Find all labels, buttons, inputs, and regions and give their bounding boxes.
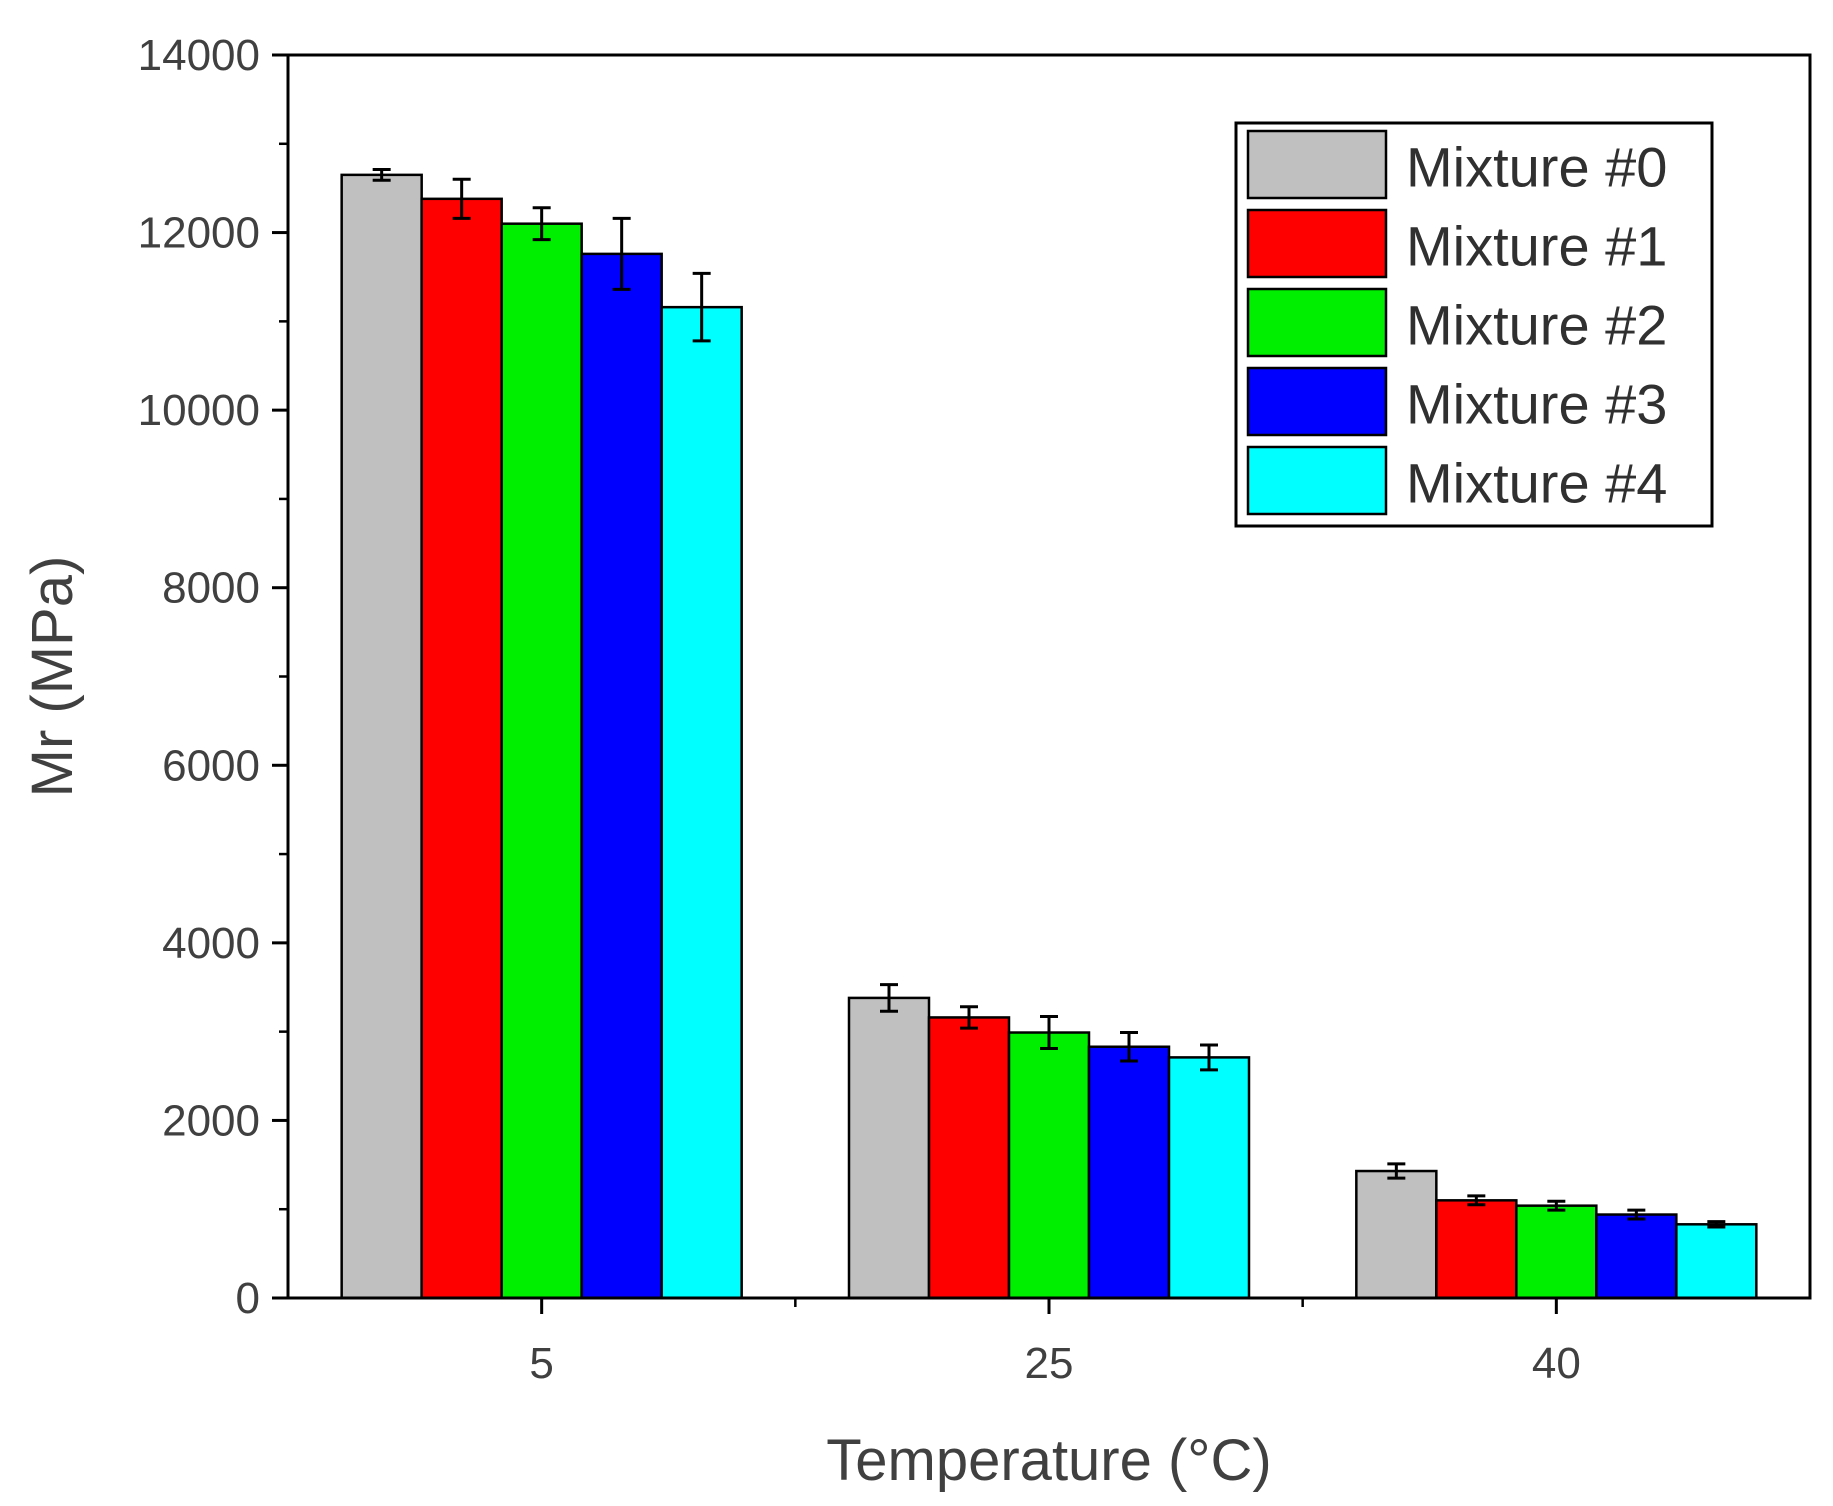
y-tick-label: 12000 <box>138 209 260 258</box>
bar <box>927 1016 1011 1300</box>
bar <box>420 197 503 1300</box>
bar <box>340 173 423 1300</box>
legend-label: Mixture #2 <box>1406 294 1667 357</box>
legend: Mixture #0 Mixture #1 Mixture #2 Mixture #3… <box>1234 121 1714 528</box>
legend-label: Mixture #3 <box>1406 373 1667 436</box>
y-tick-label: 0 <box>236 1274 260 1323</box>
bar <box>580 252 663 1300</box>
bar <box>1167 1056 1251 1300</box>
y-axis-title: Mr (MPa) <box>20 556 85 798</box>
y-axis: 0 2000 4000 6000 8000 10000 12000 14000 <box>138 31 288 1323</box>
x-tick-label: 25 <box>1025 1339 1074 1388</box>
bar <box>1675 1223 1758 1300</box>
bar <box>847 996 931 1300</box>
error-bars-layer <box>372 168 1726 1229</box>
y-tick-label: 14000 <box>138 31 260 80</box>
y-tick-label: 8000 <box>162 564 260 613</box>
y-tick-label: 10000 <box>138 386 260 435</box>
y-tick-label: 4000 <box>162 919 260 968</box>
x-axis: 5 25 40 <box>529 1298 1581 1388</box>
legend-swatch <box>1246 287 1388 358</box>
legend-swatch <box>1246 366 1388 437</box>
bar <box>1087 1045 1171 1300</box>
legend-swatch <box>1246 445 1388 516</box>
bar <box>1007 1031 1091 1300</box>
legend-swatch <box>1246 208 1388 279</box>
x-tick-label: 40 <box>1532 1339 1581 1388</box>
legend-swatch <box>1246 129 1388 200</box>
legend-label: Mixture #4 <box>1406 452 1667 515</box>
y-tick-label: 2000 <box>162 1096 260 1145</box>
bar <box>1355 1169 1438 1300</box>
bar <box>1595 1213 1678 1300</box>
bar <box>1435 1199 1518 1300</box>
x-axis-title: Temperature (°C) <box>826 1428 1271 1493</box>
bar <box>500 222 583 1300</box>
bars-layer <box>340 173 1758 1300</box>
y-tick-label: 6000 <box>162 741 260 790</box>
bar <box>1515 1204 1598 1300</box>
legend-label: Mixture #1 <box>1406 215 1667 278</box>
x-tick-label: 5 <box>529 1339 553 1388</box>
legend-label: Mixture #0 <box>1406 136 1667 199</box>
bar <box>660 305 743 1300</box>
